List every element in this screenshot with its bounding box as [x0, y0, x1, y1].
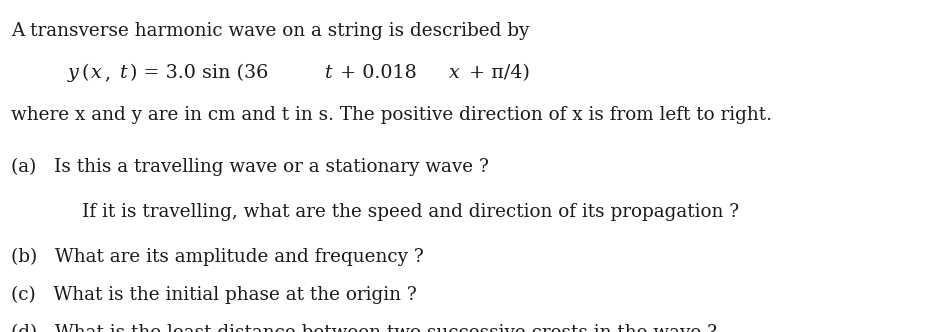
Text: (b)   What are its amplitude and frequency ?: (b) What are its amplitude and frequency… — [11, 247, 424, 266]
Text: ) = 3.0 sin (36: ) = 3.0 sin (36 — [130, 64, 281, 82]
Text: (: ( — [81, 64, 89, 82]
Text: If it is travelling, what are the speed and direction of its propagation ?: If it is travelling, what are the speed … — [82, 203, 739, 220]
Text: A transverse harmonic wave on a string is described by: A transverse harmonic wave on a string i… — [11, 22, 530, 40]
Text: t: t — [325, 64, 332, 82]
Text: (d)   What is the least distance between two successive crests in the wave ?: (d) What is the least distance between t… — [11, 324, 717, 332]
Text: y: y — [67, 64, 78, 82]
Text: ,: , — [105, 64, 117, 82]
Text: x: x — [449, 64, 460, 82]
Text: x: x — [91, 64, 101, 82]
Text: (c)   What is the initial phase at the origin ?: (c) What is the initial phase at the ori… — [11, 286, 417, 304]
Text: where x and y are in cm and t in s. The positive direction of x is from left to : where x and y are in cm and t in s. The … — [11, 106, 772, 124]
Text: t: t — [121, 64, 128, 82]
Text: (a)   Is this a travelling wave or a stationary wave ?: (a) Is this a travelling wave or a stati… — [11, 158, 490, 176]
Text: + 0.018: + 0.018 — [334, 64, 423, 82]
Text: + π/4): + π/4) — [463, 64, 530, 82]
